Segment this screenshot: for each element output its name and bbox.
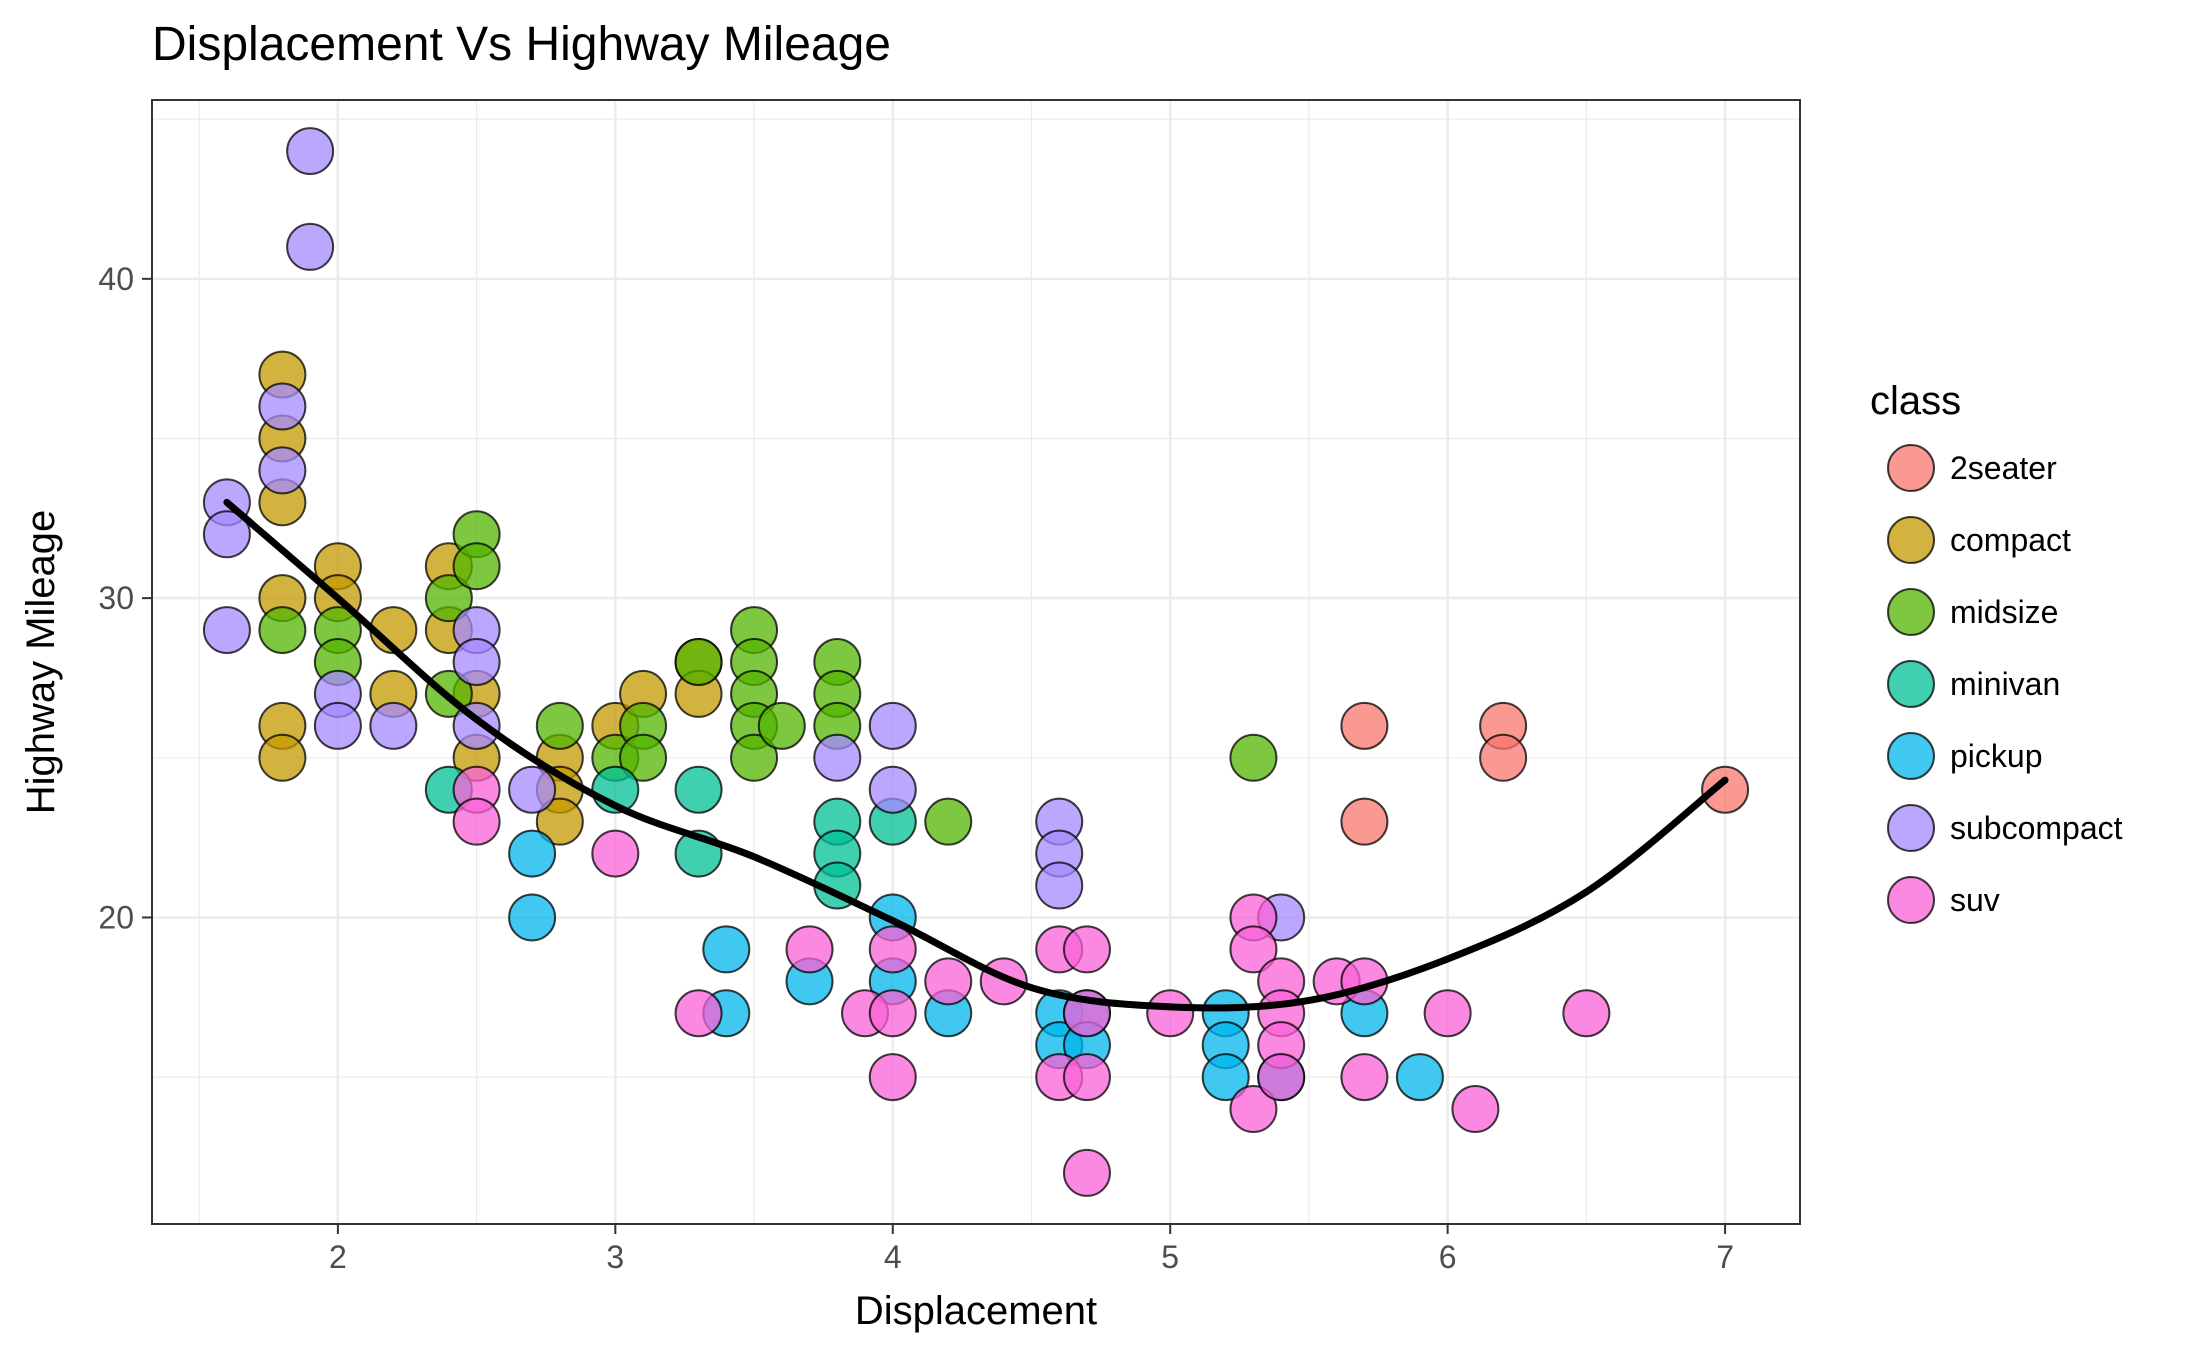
data-point <box>1340 797 1389 846</box>
y-axis-label: Highway Mileage <box>19 510 63 815</box>
data-point <box>1062 1148 1111 1197</box>
data-point <box>1229 733 1278 782</box>
legend-key-midsize <box>1887 588 1935 636</box>
series-2seater <box>1340 701 1750 846</box>
data-point <box>868 989 917 1038</box>
data-point <box>868 1053 917 1102</box>
x-axis-label: Displacement <box>855 1289 1097 1333</box>
data-point <box>674 638 723 686</box>
data-point <box>1479 733 1528 782</box>
legend-label-midsize: midsize <box>1950 594 2058 630</box>
data-point <box>1229 1085 1278 1134</box>
data-point <box>258 446 307 495</box>
legend-label-pickup: pickup <box>1950 738 2043 774</box>
data-point <box>1257 1053 1306 1102</box>
data-point <box>730 733 779 782</box>
data-point <box>1701 765 1750 814</box>
points-layer <box>202 127 1750 1197</box>
data-point <box>924 797 973 846</box>
data-point <box>424 574 473 623</box>
data-point <box>313 701 362 750</box>
data-point <box>924 957 973 1006</box>
data-point <box>1451 1085 1500 1134</box>
data-point <box>202 606 251 655</box>
x-tick-label: 5 <box>1161 1239 1179 1275</box>
data-point <box>369 701 418 750</box>
y-axis: 20 30 40 <box>98 261 152 935</box>
data-point <box>591 829 640 878</box>
data-point <box>1562 989 1611 1038</box>
data-point <box>868 701 917 750</box>
data-point <box>1201 1053 1250 1102</box>
data-point <box>508 829 557 878</box>
data-point <box>757 701 806 750</box>
grid-lines <box>152 100 1800 1224</box>
x-tick-label: 6 <box>1439 1239 1457 1275</box>
data-point <box>1229 925 1278 974</box>
data-point <box>813 733 862 782</box>
data-point <box>535 797 584 846</box>
plot-panel <box>152 100 1800 1224</box>
legend-label-suv: suv <box>1950 882 2000 918</box>
legend-items: 2seater compact midsize minivan pickup subcom… <box>1887 444 2123 924</box>
data-point <box>674 989 723 1038</box>
data-point <box>1395 1053 1444 1102</box>
data-point <box>258 606 307 655</box>
data-point <box>452 797 501 846</box>
y-tick-label: 30 <box>98 580 134 616</box>
data-point <box>452 638 501 686</box>
legend-title: class <box>1870 379 1961 423</box>
legend-label-minivan: minivan <box>1950 666 2060 702</box>
data-point <box>258 733 307 782</box>
x-axis: 2 3 4 5 6 7 <box>329 1224 1734 1275</box>
data-point <box>1062 925 1111 974</box>
legend: class 2seater compact midsize minivan pickup… <box>1870 379 2123 924</box>
data-point <box>202 510 251 559</box>
chart-title: Displacement Vs Highway Mileage <box>152 18 891 71</box>
plot-border <box>151 99 1801 1225</box>
smooth-curve <box>223 498 1729 1012</box>
data-point <box>1423 989 1472 1038</box>
series-midsize <box>258 510 1278 846</box>
legend-label-2seater: 2seater <box>1950 450 2057 486</box>
x-tick-label: 2 <box>329 1239 347 1275</box>
data-point <box>1340 1053 1389 1102</box>
data-point <box>258 382 307 431</box>
data-point <box>286 127 335 176</box>
x-tick-label: 4 <box>884 1239 902 1275</box>
legend-key-minivan <box>1887 660 1935 708</box>
legend-key-suv <box>1887 876 1935 924</box>
x-tick-label: 7 <box>1716 1239 1734 1275</box>
data-point <box>1062 1053 1111 1102</box>
y-tick-label: 40 <box>98 261 134 297</box>
data-point <box>868 925 917 974</box>
data-point <box>286 222 335 271</box>
data-point <box>1035 861 1084 910</box>
data-point <box>702 925 751 974</box>
data-point <box>674 765 723 814</box>
legend-key-pickup <box>1887 732 1935 780</box>
x-tick-label: 3 <box>606 1239 624 1275</box>
data-point <box>785 925 834 974</box>
data-point <box>619 733 668 782</box>
data-point <box>508 765 557 814</box>
data-point <box>535 701 584 750</box>
legend-label-compact: compact <box>1950 522 2071 558</box>
data-point <box>868 765 917 814</box>
legend-key-2seater <box>1887 444 1935 492</box>
legend-label-subcompact: subcompact <box>1950 810 2123 846</box>
y-tick-label: 20 <box>98 899 134 935</box>
data-point <box>1340 701 1389 750</box>
data-point <box>1146 989 1195 1038</box>
data-point <box>452 542 501 591</box>
legend-key-compact <box>1887 516 1935 564</box>
data-point <box>508 893 557 942</box>
legend-key-subcompact <box>1887 804 1935 852</box>
